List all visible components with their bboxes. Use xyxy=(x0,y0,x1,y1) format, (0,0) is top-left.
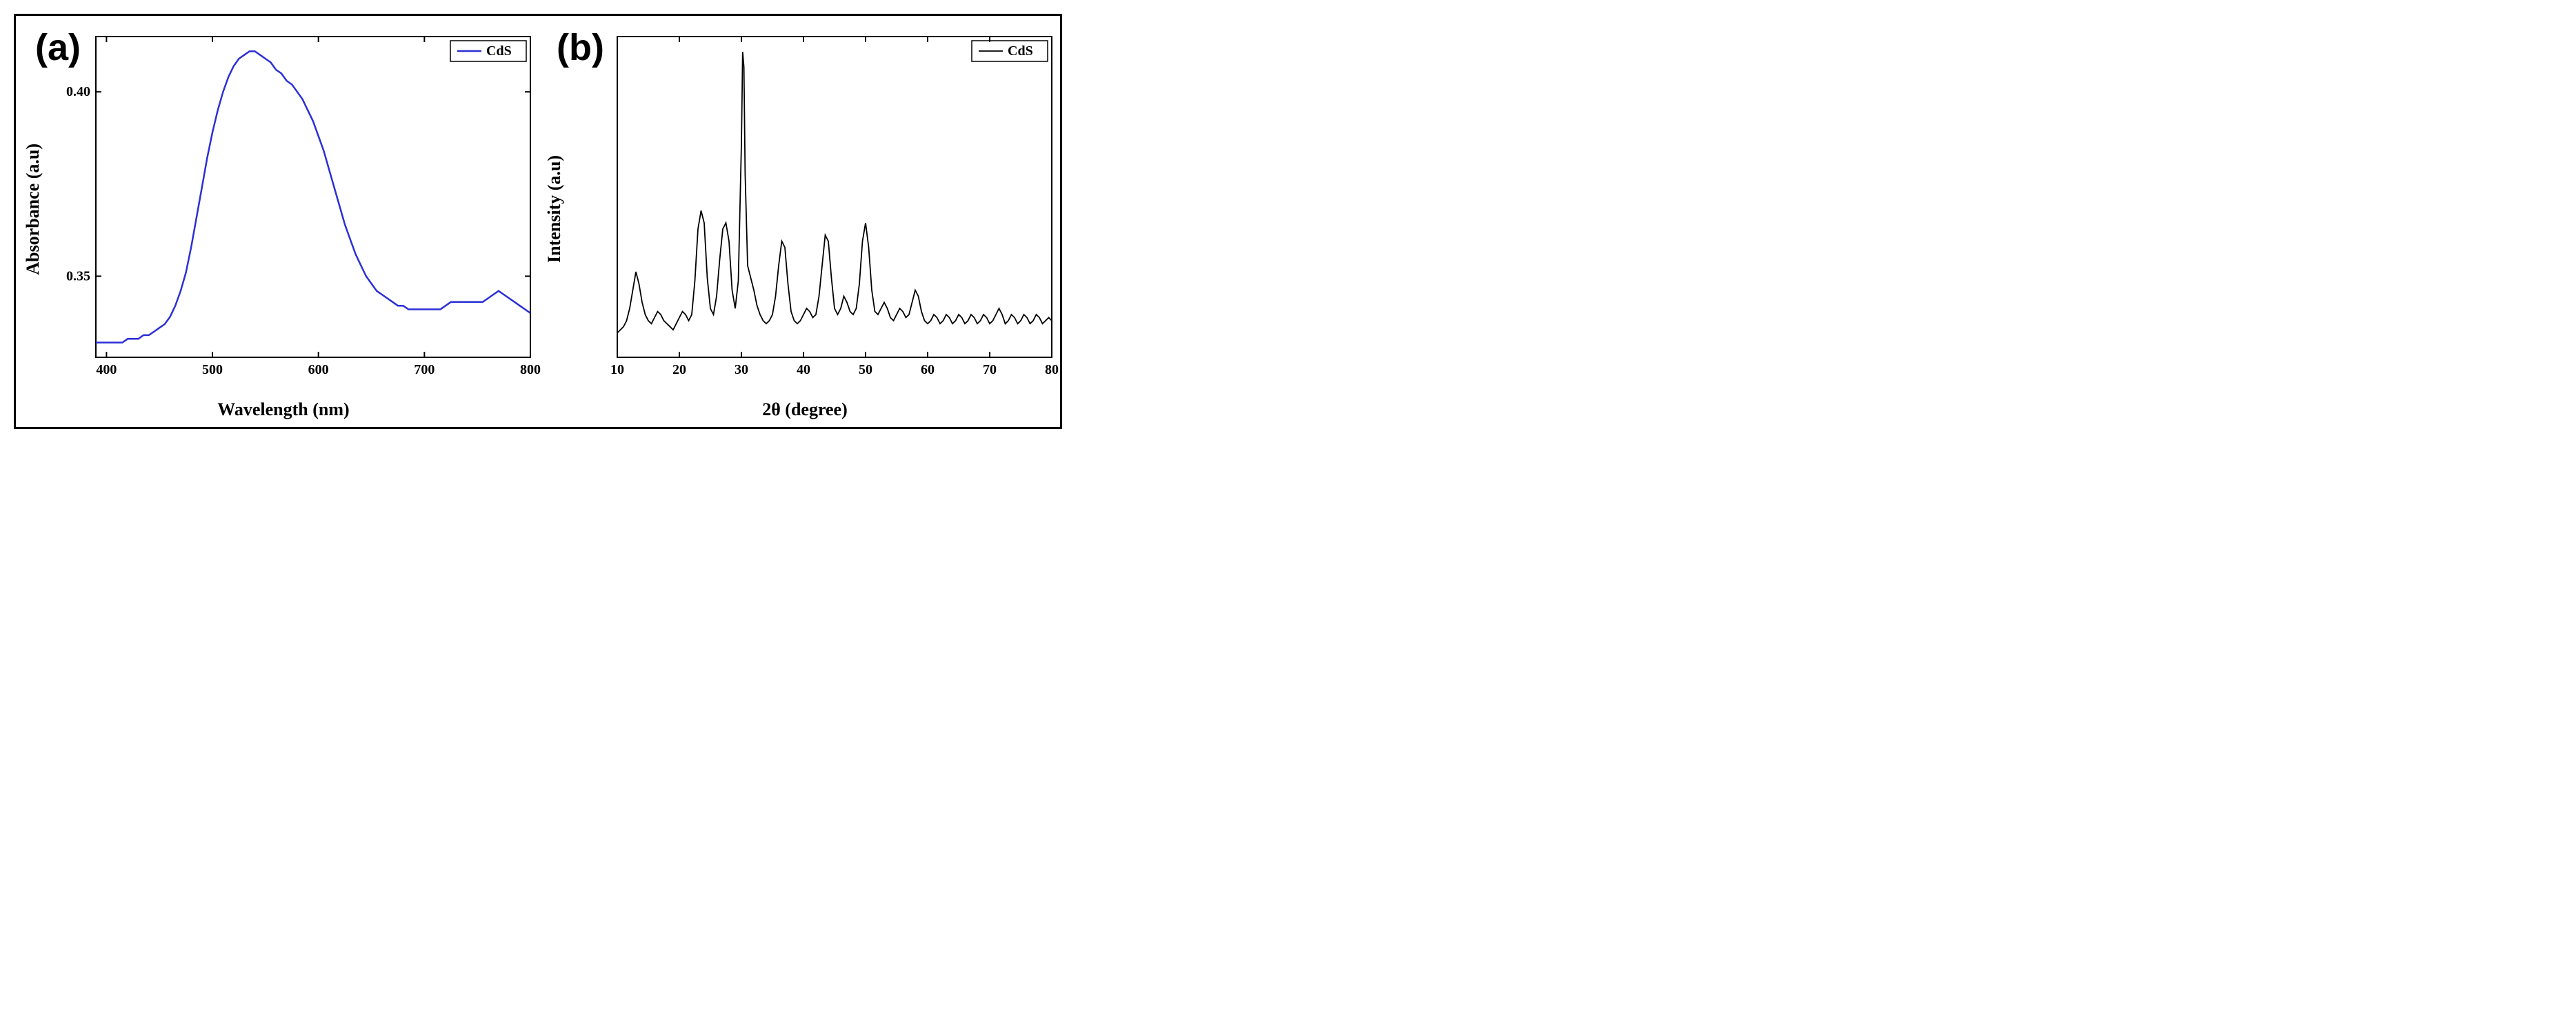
legend-label: CdS xyxy=(1008,43,1033,59)
ytick-label: 0.40 xyxy=(66,84,90,99)
plot-frame xyxy=(96,37,530,357)
xtick-label: 50 xyxy=(859,362,872,377)
xtick-label: 700 xyxy=(414,362,435,377)
panel-a-ylabel: Absorbance (a.u) xyxy=(23,143,43,275)
xtick-label: 30 xyxy=(735,362,748,377)
data-line xyxy=(96,51,530,342)
xtick-label: 600 xyxy=(308,362,329,377)
panel-b-xlabel: 2θ (degree) xyxy=(762,399,848,420)
xtick-label: 800 xyxy=(520,362,541,377)
xtick-label: 400 xyxy=(96,362,117,377)
xtick-label: 70 xyxy=(983,362,997,377)
panel-b-label: (b) xyxy=(557,26,604,69)
panel-b: (b) Intensity (a.u) 1020304050607080CdS … xyxy=(544,23,1066,420)
legend-label: CdS xyxy=(486,43,512,59)
panel-a-plot-wrap: Absorbance (a.u) 400 500 600 700 800 0.35 0.40… xyxy=(23,23,544,395)
xtick-label: 80 xyxy=(1045,362,1059,377)
xtick-label: 40 xyxy=(797,362,810,377)
panel-a-label: (a) xyxy=(35,26,81,69)
figure-container: (a) Absorbance (a.u) 400 500 600 700 800 0.35… xyxy=(14,14,1062,429)
panel-a-xlabel: Wavelength (nm) xyxy=(217,399,349,420)
xtick-label: 60 xyxy=(921,362,935,377)
panel-b-plot-wrap: Intensity (a.u) 10 20 30 40 50 60 70 80 CdS xyxy=(544,23,1066,395)
ytick-label: 0.35 xyxy=(66,268,90,283)
panel-b-ylabel: Intensity (a.u) xyxy=(544,155,565,263)
xtick-label: 20 xyxy=(672,362,686,377)
panel-a: (a) Absorbance (a.u) 400 500 600 700 800 0.35… xyxy=(23,23,544,420)
data-line xyxy=(617,52,1052,333)
xtick-label: 500 xyxy=(202,362,223,377)
panel-a-svg: 400 500 600 700 800 0.35 0.40 CdS xyxy=(48,23,544,395)
xtick-label: 10 xyxy=(610,362,624,377)
panel-b-svg: 10 20 30 40 50 60 70 80 CdS xyxy=(569,23,1066,395)
